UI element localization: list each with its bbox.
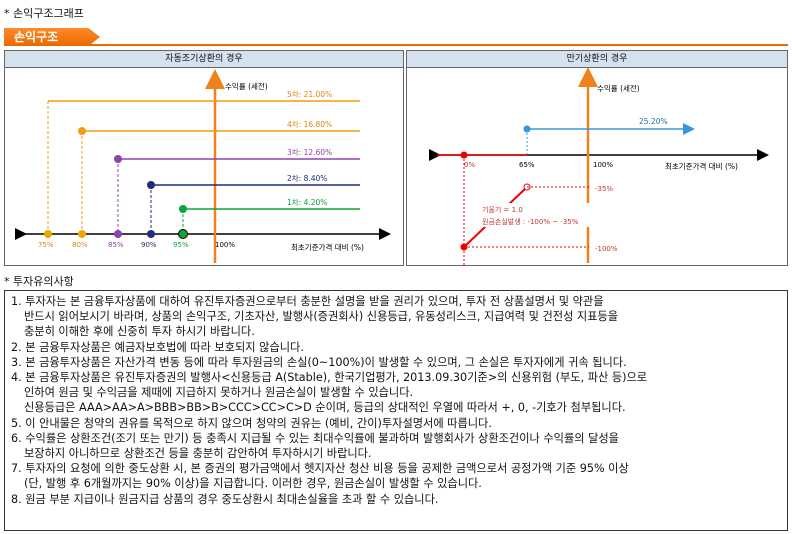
upper-dot bbox=[523, 125, 531, 133]
notice-line: 보장하지 아니하므로 상환조건 등을 충분히 감안하여 투자하시기 바랍니다. bbox=[24, 447, 372, 461]
maturity-panel: 만기상환의 경우 수익률 (세전) 최초기준가격 대비 (%) 25.20% 기… bbox=[406, 50, 788, 266]
notice-line: 신용등급은 AAA>AA>A>BBB>BB>B>CCC>CC>C>D 순이며, … bbox=[24, 401, 626, 415]
step-marker-3 bbox=[114, 230, 122, 238]
step-marker-1 bbox=[178, 229, 188, 239]
tag-underline bbox=[4, 44, 788, 46]
step-marker-4 bbox=[78, 230, 86, 238]
investment-notice-box: 1. 투자자는 본 금융투자상품에 대하여 유진투자증권으로부터 충분한 설명을… bbox=[4, 290, 788, 531]
maturity-title: 만기상환의 경우 bbox=[407, 51, 787, 68]
slope-label: 기울기 = 1.0 bbox=[482, 205, 523, 214]
minus100-label: -100% bbox=[595, 245, 618, 253]
maturity-graph: 수익률 (세전) 최초기준가격 대비 (%) 25.20% 기울기 = 1.0 … bbox=[429, 67, 769, 265]
notice-line: 3. 본 금융투자상품은 자산가격 변동 등에 따라 투자원금의 손실(0~10… bbox=[11, 355, 627, 369]
step-label-3: 3차: 12.60% bbox=[287, 148, 332, 157]
early-redemption-graph: 수익률 (세전) 최초기준가격 대비 (%) 5차: 21.00% 4차: 16… bbox=[15, 69, 391, 263]
notice-line: 인하여 원금 및 수익금을 제때에 지급하지 못하거나 원금손실이 발생할 수 … bbox=[24, 386, 414, 400]
step-marker-2 bbox=[147, 230, 155, 238]
notice-line: 충분히 이해한 후에 신중히 투자 하시기 바랍니다. bbox=[24, 325, 255, 339]
tick-80: 80% bbox=[72, 241, 88, 249]
tick-90: 90% bbox=[141, 241, 157, 249]
step-label-1: 1차: 4.20% bbox=[287, 198, 327, 207]
notice-line: 5. 이 안내물은 청약의 권유를 목적으로 하지 않으며 청약의 권유는 (예… bbox=[11, 416, 492, 430]
step-dot-1 bbox=[179, 205, 187, 213]
tick-100: 100% bbox=[593, 161, 613, 169]
loss-label: 원금손실발생 : -100% ~ -35% bbox=[482, 217, 579, 226]
step-dot-4 bbox=[78, 127, 86, 135]
step-label-2: 2차: 8.40% bbox=[287, 174, 327, 183]
tick-95: 95% bbox=[173, 241, 189, 249]
profit-structure-tag: 손익구조 bbox=[4, 28, 100, 46]
notice-line: 1. 투자자는 본 금융투자상품에 대하여 유진투자증권으로부터 충분한 설명을… bbox=[11, 295, 604, 308]
tick-100: 100% bbox=[215, 241, 235, 249]
section-title-notice: * 투자유의사항 bbox=[4, 275, 74, 288]
tick-85: 85% bbox=[108, 241, 124, 249]
step-label-5: 5차: 21.00% bbox=[287, 90, 332, 99]
early-redemption-title: 자동조기상환의 경우 bbox=[5, 51, 403, 68]
tick-0: 0% bbox=[464, 161, 475, 169]
y-axis-label: 수익률 (세전) bbox=[225, 81, 268, 91]
minus35-label: -35% bbox=[595, 185, 613, 193]
step-label-4: 4차: 16.80% bbox=[287, 120, 332, 129]
step-marker-5 bbox=[44, 230, 52, 238]
notice-line: (단, 발행 후 6개월까지는 90% 이상)을 지급합니다. 이러한 경우, … bbox=[24, 477, 482, 491]
notice-line: 4. 본 금융투자상품은 유진투자증권의 발행사<신용등급 A(Stable),… bbox=[11, 371, 648, 385]
notice-line: 반드시 읽어보시기 바라며, 상품의 손익구조, 기초자산, 발행사(증권회사)… bbox=[24, 310, 619, 324]
notice-line: 2. 본 금융투자상품은 예금자보호법에 따라 보호되지 않습니다. bbox=[11, 340, 304, 354]
x-axis-label: 최초기준가격 대비 (%) bbox=[665, 161, 738, 171]
early-redemption-panel: 자동조기상환의 경우 수익률 (세전) 최초기준가격 대비 (%) 5차: 21… bbox=[4, 50, 404, 266]
y-axis-label: 수익률 (세전) bbox=[597, 83, 640, 93]
step-dot-2 bbox=[147, 181, 155, 189]
upper-label: 25.20% bbox=[639, 117, 668, 126]
notice-line: 8. 원금 부분 지급이나 원금지급 상품의 경우 중도상환시 최대손실율을 초… bbox=[11, 492, 439, 506]
tick-65: 65% bbox=[519, 161, 535, 169]
notice-line: 6. 수익률은 상환조건(조기 또는 만기) 등 충족시 지급될 수 있는 최대… bbox=[11, 431, 619, 445]
x-axis-label: 최초기준가격 대비 (%) bbox=[291, 242, 364, 252]
notice-line: 7. 투자자의 요청에 의한 중도상환 시, 본 증권의 평가금액에서 헷지자산… bbox=[11, 462, 629, 476]
loss-annotation-box bbox=[475, 203, 591, 227]
section-title-chart: * 손익구조그래프 bbox=[4, 7, 84, 20]
step-dot-3 bbox=[114, 155, 122, 163]
tick-75: 75% bbox=[38, 241, 54, 249]
